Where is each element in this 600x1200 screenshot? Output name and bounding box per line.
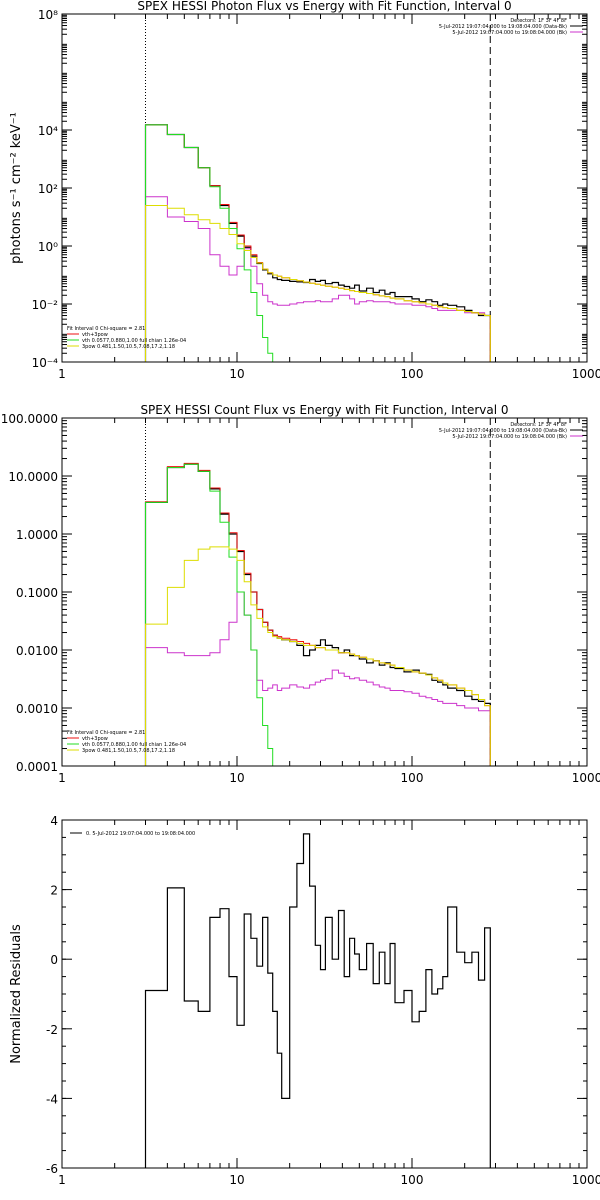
legend-entry: vth 0.0577,0.880,1.00 full chian 1.26e-0… bbox=[82, 338, 186, 344]
count-flux-panel: SPEX HESSI Count Flux vs Energy with Fit… bbox=[1, 403, 600, 785]
legend-entry: vth+3pow bbox=[82, 736, 108, 742]
chart-title: SPEX HESSI Count Flux vs Energy with Fit… bbox=[140, 403, 508, 417]
series-3pow bbox=[145, 205, 491, 362]
data-layer bbox=[144, 462, 491, 766]
series-0-5-jul-2012-19-07-04-000-to-19-08-04-000 bbox=[144, 833, 491, 1168]
x-tick-label: 10 bbox=[229, 771, 244, 785]
y-tick-label: 10⁴ bbox=[38, 124, 58, 138]
legend-entry: 5-Jul-2012 19:07:04.000 to 19:08:04.000 … bbox=[452, 30, 567, 36]
series-bk bbox=[145, 196, 491, 362]
data-layer bbox=[144, 833, 491, 1168]
legend-entry: Fit Interval 0 Chi-square = 2.81 bbox=[67, 326, 145, 332]
y-tick-label: -2 bbox=[46, 1023, 58, 1037]
y-tick-label: 0.1000 bbox=[16, 586, 58, 600]
plot-frame bbox=[61, 417, 588, 767]
series-vth bbox=[145, 463, 274, 766]
y-tick-label: 0.0001 bbox=[16, 760, 58, 774]
legend-entry: Detectors: 1F 3F 4F 8F bbox=[510, 422, 567, 428]
y-tick-label: 4 bbox=[50, 814, 58, 828]
legend-entry: 3pow 0.481,1.50,10.5,7.08,17.2,1.18 bbox=[82, 344, 175, 350]
y-tick-label: -4 bbox=[46, 1092, 58, 1106]
legend-entry: 3pow 0.481,1.50,10.5,7.08,17.2,1.18 bbox=[82, 748, 175, 754]
legend-entry: vth+3pow bbox=[82, 332, 108, 338]
y-tick-label: -6 bbox=[46, 1162, 58, 1176]
series-vth bbox=[145, 124, 274, 362]
series-vth-3pow bbox=[145, 462, 491, 766]
y-tick-label: 10⁻² bbox=[32, 298, 59, 312]
plot-frame bbox=[61, 13, 588, 363]
series-vth-3pow bbox=[145, 124, 491, 362]
legend-entry: Detectors: 1F 3F 4F 8F bbox=[510, 18, 567, 24]
y-tick-label: 2 bbox=[50, 884, 58, 898]
chart-title: SPEX HESSI Photon Flux vs Energy with Fi… bbox=[137, 0, 511, 13]
x-tick-label: 1 bbox=[58, 771, 66, 785]
x-tick-label: 100 bbox=[401, 1173, 424, 1187]
y-tick-label: 10⁻⁴ bbox=[32, 356, 59, 370]
x-tick-label: 10 bbox=[229, 367, 244, 381]
series-data-bk bbox=[144, 124, 491, 362]
y-tick-label: 1.0000 bbox=[16, 528, 58, 542]
x-tick-label: 1 bbox=[58, 367, 66, 381]
x-tick-label: 1000 bbox=[572, 367, 600, 381]
legend-entry: vth 0.0577,0.880,1.00 full chian 1.26e-0… bbox=[82, 742, 186, 748]
plot-frame bbox=[61, 819, 588, 1169]
legend-entry: 5-Jul-2012 19:07:04.000 to 19:08:04.000 … bbox=[439, 24, 567, 30]
y-tick-label: 0.0100 bbox=[16, 644, 58, 658]
y-tick-label: 10⁸ bbox=[38, 8, 58, 22]
data-layer bbox=[144, 124, 491, 362]
x-tick-label: 100 bbox=[401, 771, 424, 785]
y-tick-label: 0 bbox=[50, 953, 58, 967]
x-tick-label: 1000 bbox=[572, 771, 600, 785]
legend-entry: 0. 5-Jul-2012 19:07:04.000 to 19:08:04.0… bbox=[86, 831, 195, 837]
legend-entry: 5-Jul-2012 19:07:04.000 to 19:08:04.000 … bbox=[439, 428, 567, 434]
residuals-panel: Normalized Residuals 1 10 100 1000 -6 -4 -2 0 2 4 0… bbox=[9, 814, 600, 1187]
y-tick-label: 10⁰ bbox=[38, 240, 58, 254]
series-3pow bbox=[145, 546, 491, 766]
x-tick-label: 1000 bbox=[572, 1173, 600, 1187]
y-tick-label: 10² bbox=[38, 182, 58, 196]
y-axis-label: photons s⁻¹ cm⁻² keV⁻¹ bbox=[9, 112, 24, 264]
x-tick-label: 100 bbox=[401, 367, 424, 381]
x-tick-label: 10 bbox=[229, 1173, 244, 1187]
legend-entry: 5-Jul-2012 19:07:04.000 to 19:08:04.000 … bbox=[452, 434, 567, 440]
y-tick-label: 0.0010 bbox=[16, 702, 58, 716]
y-tick-label: 100.0000 bbox=[1, 412, 58, 426]
x-tick-label: 1 bbox=[58, 1173, 66, 1187]
photon-flux-panel: SPEX HESSI Photon Flux vs Energy with Fi… bbox=[9, 0, 600, 381]
y-tick-label: 10.0000 bbox=[8, 470, 58, 484]
y-axis-label: Normalized Residuals bbox=[9, 924, 24, 1064]
series-data-bk bbox=[144, 463, 491, 766]
legend-entry: Fit Interval 0 Chi-square = 2.81 bbox=[67, 730, 145, 736]
